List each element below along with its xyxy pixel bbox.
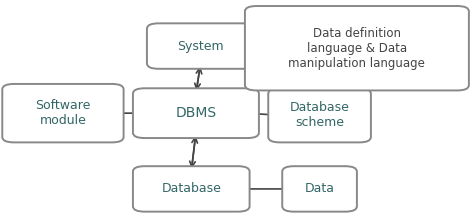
Text: Data: Data <box>305 182 335 195</box>
Text: System: System <box>177 40 224 53</box>
Text: Data definition
language & Data
manipulation language: Data definition language & Data manipula… <box>289 27 425 70</box>
FancyBboxPatch shape <box>2 84 124 142</box>
FancyBboxPatch shape <box>147 23 254 69</box>
Text: Database
scheme: Database scheme <box>290 101 349 129</box>
Text: Database: Database <box>161 182 221 195</box>
FancyBboxPatch shape <box>133 166 250 212</box>
FancyBboxPatch shape <box>133 88 259 138</box>
FancyBboxPatch shape <box>245 6 469 90</box>
FancyBboxPatch shape <box>268 88 371 142</box>
Text: Software
module: Software module <box>35 99 91 127</box>
FancyBboxPatch shape <box>282 166 357 212</box>
Text: DBMS: DBMS <box>175 106 217 120</box>
